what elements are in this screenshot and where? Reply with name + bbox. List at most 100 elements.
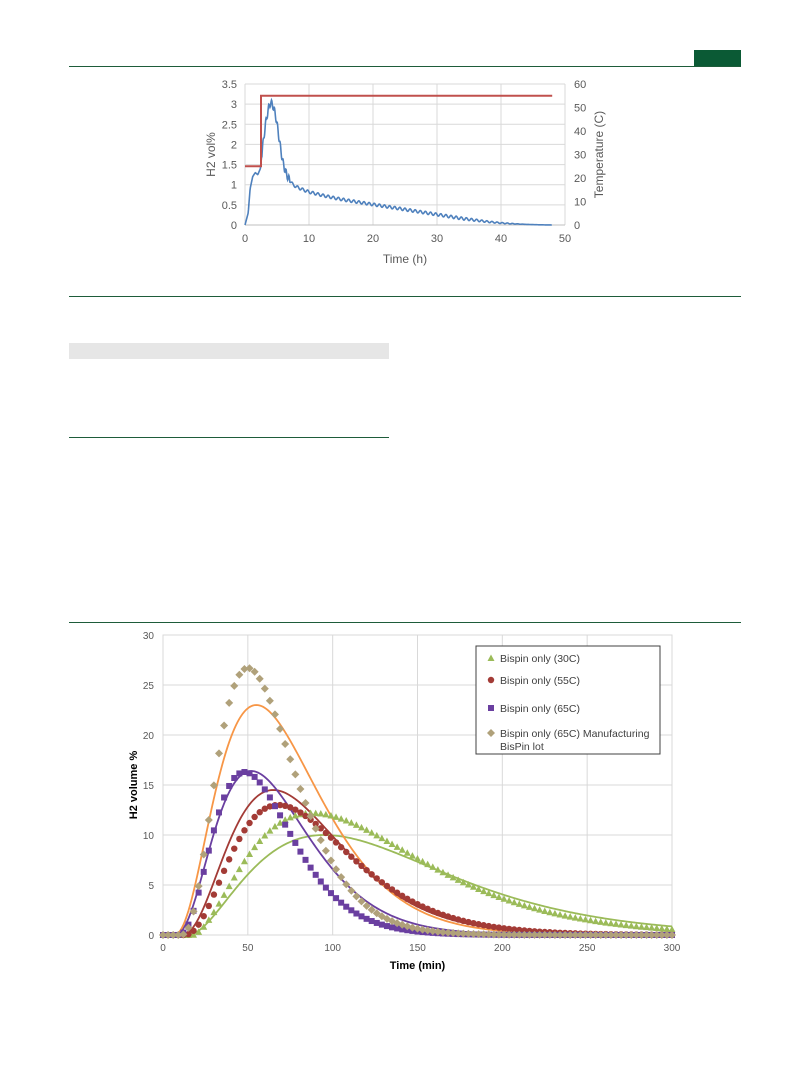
temperature-series-line — [245, 94, 553, 168]
data-point-circle — [327, 834, 335, 841]
data-point-circle — [200, 912, 207, 920]
data-point-square — [297, 848, 304, 855]
data-point-diamond — [576, 930, 585, 939]
y-tick-label: 30 — [143, 631, 155, 642]
data-point-diamond — [606, 930, 615, 939]
data-point-triangle — [495, 893, 503, 900]
data-point-circle — [332, 839, 340, 846]
data-point-circle — [363, 866, 370, 874]
data-point-triangle — [429, 863, 437, 870]
data-point-diamond — [668, 930, 676, 939]
y2-tick-label: 40 — [574, 126, 586, 138]
data-point-square — [236, 770, 243, 777]
data-point-triangle — [251, 843, 259, 851]
data-point-diamond — [189, 907, 198, 916]
y2-axis-label: Temperature (C) — [592, 111, 606, 198]
data-point-diamond — [581, 930, 590, 939]
data-point-triangle — [581, 915, 589, 923]
data-point-triangle — [281, 816, 289, 823]
data-point-triangle — [643, 923, 651, 931]
legend-marker — [488, 705, 494, 711]
data-point-triangle — [383, 837, 391, 845]
data-point-square — [363, 915, 370, 922]
data-point-diamond — [591, 930, 600, 939]
data-point-diamond — [632, 930, 641, 939]
data-point-diamond — [596, 930, 605, 939]
x-tick-label: 0 — [160, 943, 166, 954]
data-point-circle — [404, 895, 411, 903]
data-point-circle — [348, 853, 355, 860]
data-point-diamond — [617, 930, 626, 939]
data-point-square — [327, 890, 334, 897]
data-point-diamond — [265, 696, 274, 705]
data-point-triangle — [215, 900, 223, 907]
data-point-circle — [317, 825, 324, 832]
data-point-diamond — [209, 781, 218, 790]
legend-label: Bispin only (55C) — [500, 675, 580, 687]
data-point-triangle — [358, 823, 366, 831]
data-point-circle — [439, 911, 447, 918]
data-point-diamond — [489, 930, 498, 939]
x-tick-label: 20 — [367, 233, 379, 245]
legend-label: BisPin lot — [500, 741, 544, 753]
data-point-circle — [261, 805, 268, 812]
data-point-diamond — [230, 681, 239, 690]
fit-line-0 — [163, 834, 673, 936]
data-point-circle — [490, 923, 498, 931]
data-point-diamond — [362, 901, 371, 910]
data-point-square — [226, 782, 233, 789]
data-point-triangle — [368, 829, 376, 836]
data-point-square — [394, 925, 401, 932]
y-tick-label: 0.5 — [222, 200, 237, 212]
data-point-diamond — [433, 927, 442, 936]
data-point-square — [322, 884, 329, 891]
data-point-triangle — [546, 908, 554, 916]
data-point-triangle — [541, 907, 549, 914]
data-point-circle — [358, 862, 365, 870]
data-point-circle — [302, 812, 309, 820]
y2-tick-label: 30 — [574, 150, 586, 162]
data-point-triangle — [408, 852, 416, 859]
data-point-triangle — [607, 919, 615, 927]
data-point-diamond — [250, 667, 259, 676]
data-point-triangle — [363, 826, 371, 833]
y-axis-label: H2 volume % — [128, 751, 140, 820]
data-point-circle — [378, 879, 386, 886]
section-rule-1 — [69, 296, 741, 297]
data-point-circle — [383, 882, 391, 890]
legend-box — [475, 645, 661, 755]
data-point-diamond — [520, 930, 529, 939]
data-point-triangle — [480, 887, 488, 895]
data-point-diamond — [601, 930, 610, 939]
data-point-circle — [312, 820, 319, 828]
data-point-triangle — [561, 912, 569, 919]
data-point-triangle — [663, 925, 671, 932]
data-point-circle — [225, 856, 233, 863]
data-point-diamond — [556, 930, 565, 939]
data-point-diamond — [286, 755, 295, 764]
data-point-triangle — [220, 891, 228, 898]
data-point-diamond — [642, 930, 651, 939]
data-point-circle — [429, 907, 436, 915]
data-point-circle — [511, 926, 518, 933]
legend-label: Bispin only (65C) — [500, 703, 580, 715]
data-point-triangle — [317, 810, 325, 817]
data-point-diamond — [657, 930, 666, 939]
data-point-diamond — [184, 923, 193, 932]
data-point-circle — [322, 829, 330, 837]
data-point-triangle — [597, 918, 605, 925]
data-point-square — [215, 809, 222, 816]
data-point-diamond — [444, 928, 453, 937]
data-point-triangle — [230, 874, 238, 881]
data-point-diamond — [505, 930, 514, 939]
data-point-circle — [195, 921, 202, 928]
data-point-diamond — [484, 930, 493, 939]
data-point-circle — [241, 827, 248, 834]
data-point-circle — [460, 917, 467, 925]
x-tick-label: 100 — [324, 943, 341, 954]
data-point-circle — [256, 809, 263, 816]
data-point-diamond — [281, 740, 290, 749]
data-point-circle — [337, 844, 345, 851]
data-point-square — [282, 821, 289, 828]
x-tick-label: 50 — [559, 233, 571, 245]
